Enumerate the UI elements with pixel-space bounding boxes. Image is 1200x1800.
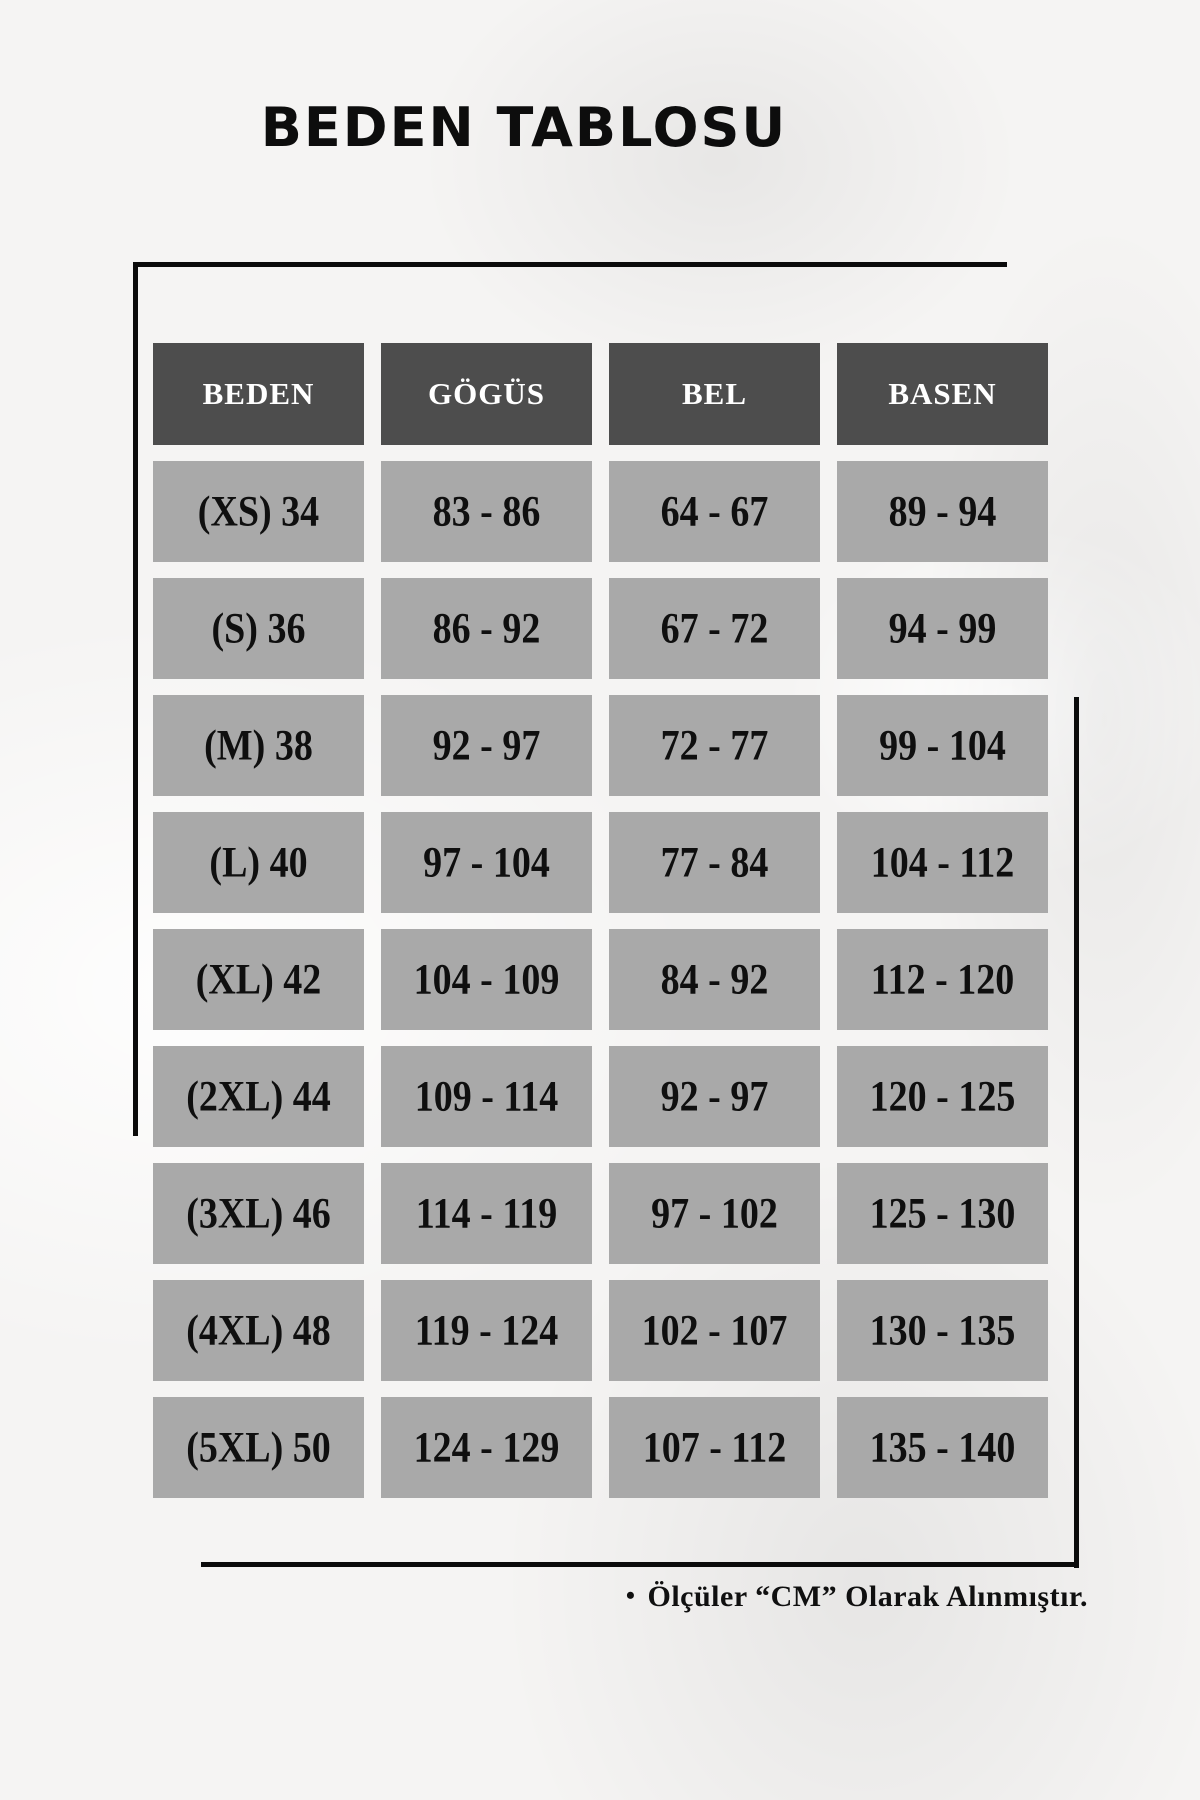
bullet-icon: • (625, 1581, 636, 1610)
measure-cell: 112 - 120 (837, 929, 1048, 1030)
cell-text: 112 - 120 (870, 955, 1015, 1004)
cell-text: 102 - 107 (641, 1306, 788, 1355)
column-header-label: GÖGÜS (428, 376, 545, 411)
measure-cell: 92 - 97 (609, 1046, 820, 1147)
cell-text: 125 - 130 (869, 1189, 1016, 1238)
measure-cell: 119 - 124 (381, 1280, 592, 1381)
cell-text: 120 - 125 (869, 1072, 1016, 1121)
cell-text: 107 - 112 (642, 1423, 787, 1472)
cell-text: 72 - 77 (660, 721, 769, 770)
cell-text: 94 - 99 (888, 604, 997, 653)
measure-cell: 83 - 86 (381, 461, 592, 562)
column-header-label: BASEN (888, 376, 997, 411)
cell-text: (4XL) 48 (186, 1306, 331, 1355)
cell-text: 64 - 67 (660, 487, 769, 536)
measure-cell: 104 - 112 (837, 812, 1048, 913)
measure-cell: 89 - 94 (837, 461, 1048, 562)
measure-cell: 99 - 104 (837, 695, 1048, 796)
cell-text: (XS) 34 (197, 487, 320, 536)
measure-cell: 124 - 129 (381, 1397, 592, 1498)
cell-text: 104 - 112 (870, 838, 1015, 887)
decorative-line-bottom (201, 1562, 1079, 1567)
page-title: BEDEN TABLOSU (260, 96, 788, 159)
units-note-text: Ölçüler “CM” Olarak Alınmıştır. (647, 1580, 1088, 1613)
measure-cell: 97 - 102 (609, 1163, 820, 1264)
size-cell: (4XL) 48 (153, 1280, 364, 1381)
cell-text: (3XL) 46 (186, 1189, 331, 1238)
size-cell: (XL) 42 (153, 929, 364, 1030)
cell-text: 135 - 140 (869, 1423, 1016, 1472)
decorative-line-left (133, 262, 138, 1136)
measure-cell: 125 - 130 (837, 1163, 1048, 1264)
measure-cell: 130 - 135 (837, 1280, 1048, 1381)
size-cell: (XS) 34 (153, 461, 364, 562)
cell-text: (XL) 42 (195, 955, 322, 1004)
cell-text: 84 - 92 (660, 955, 769, 1004)
size-cell: (L) 40 (153, 812, 364, 913)
measure-cell: 135 - 140 (837, 1397, 1048, 1498)
cell-text: 67 - 72 (660, 604, 769, 653)
cell-text: (L) 40 (209, 838, 308, 887)
measure-cell: 97 - 104 (381, 812, 592, 913)
column-header-basen: BASEN (837, 343, 1048, 445)
cell-text: 104 - 109 (413, 955, 560, 1004)
size-cell: (5XL) 50 (153, 1397, 364, 1498)
measure-cell: 94 - 99 (837, 578, 1048, 679)
measure-cell: 64 - 67 (609, 461, 820, 562)
cell-text: 124 - 129 (413, 1423, 560, 1472)
cell-text: 119 - 124 (414, 1306, 559, 1355)
cell-text: 92 - 97 (432, 721, 541, 770)
cell-text: 77 - 84 (660, 838, 769, 887)
cell-text: (2XL) 44 (186, 1072, 331, 1121)
cell-text: (5XL) 50 (186, 1423, 331, 1472)
size-cell: (2XL) 44 (153, 1046, 364, 1147)
cell-text: 99 - 104 (879, 721, 1006, 770)
cell-text: 109 - 114 (414, 1072, 559, 1121)
measure-cell: 92 - 97 (381, 695, 592, 796)
measure-cell: 102 - 107 (609, 1280, 820, 1381)
cell-text: 130 - 135 (869, 1306, 1016, 1355)
measure-cell: 86 - 92 (381, 578, 592, 679)
measure-cell: 77 - 84 (609, 812, 820, 913)
size-cell: (M) 38 (153, 695, 364, 796)
measure-cell: 72 - 77 (609, 695, 820, 796)
measure-cell: 84 - 92 (609, 929, 820, 1030)
cell-text: 83 - 86 (432, 487, 541, 536)
measure-cell: 109 - 114 (381, 1046, 592, 1147)
column-header-bel: BEL (609, 343, 820, 445)
cell-text: 92 - 97 (660, 1072, 769, 1121)
cell-text: (S) 36 (211, 604, 306, 653)
column-header-label: BEDEN (202, 376, 315, 411)
units-note: • Ölçüler “CM” Olarak Alınmıştır. (626, 1580, 1088, 1614)
cell-text: 97 - 104 (423, 838, 550, 887)
column-header-beden: BEDEN (153, 343, 364, 445)
measure-cell: 120 - 125 (837, 1046, 1048, 1147)
decorative-line-top (136, 262, 1007, 267)
cell-text: 89 - 94 (888, 487, 997, 536)
decorative-line-right (1074, 697, 1079, 1568)
cell-text: 97 - 102 (651, 1189, 778, 1238)
size-table: BEDEN GÖGÜS BEL BASEN (XS) 34 83 - 86 64 -… (153, 343, 1048, 1498)
column-header-gogus: GÖGÜS (381, 343, 592, 445)
size-cell: (3XL) 46 (153, 1163, 364, 1264)
column-header-label: BEL (681, 376, 748, 411)
cell-text: (M) 38 (204, 721, 313, 770)
cell-text: 114 - 119 (415, 1189, 558, 1238)
measure-cell: 104 - 109 (381, 929, 592, 1030)
measure-cell: 114 - 119 (381, 1163, 592, 1264)
measure-cell: 107 - 112 (609, 1397, 820, 1498)
measure-cell: 67 - 72 (609, 578, 820, 679)
cell-text: 86 - 92 (432, 604, 541, 653)
size-cell: (S) 36 (153, 578, 364, 679)
